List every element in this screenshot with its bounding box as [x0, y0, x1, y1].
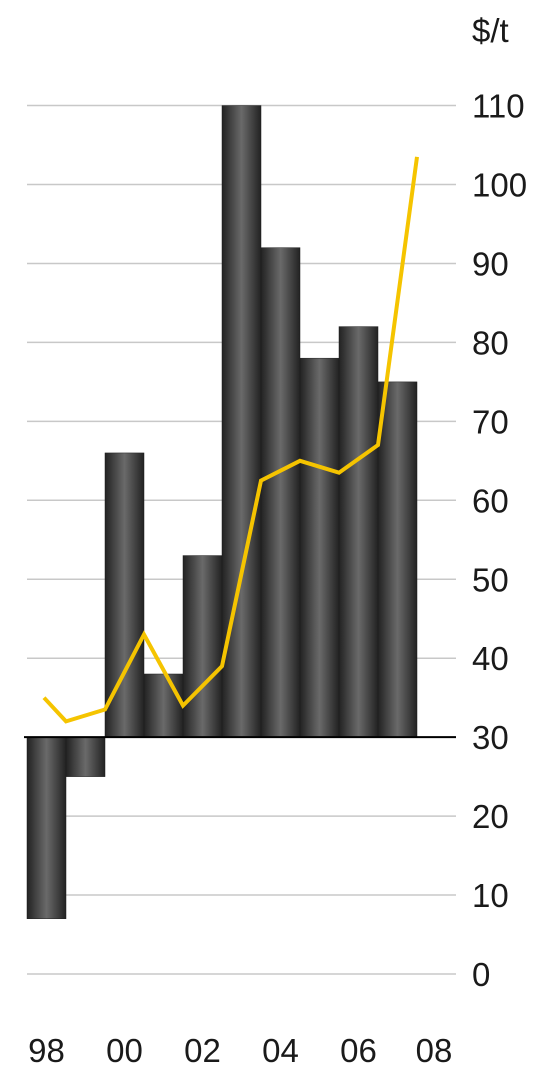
line-series — [42, 156, 419, 724]
y-tick-label: 90 — [472, 245, 509, 282]
y-tick-label: 40 — [472, 640, 509, 677]
x-tick-label: 02 — [184, 1032, 221, 1069]
bar-2007 — [377, 381, 418, 738]
y-axis-unit-label: $/t — [472, 12, 509, 49]
x-tick-label: 06 — [340, 1032, 377, 1069]
y-tick-label: 0 — [472, 956, 490, 993]
bar-1998 — [26, 736, 67, 919]
x-tick-label: 98 — [28, 1032, 65, 1069]
y-axis-tick-labels: 0 10 20 30 40 50 60 70 80 90 100 110 — [472, 88, 527, 993]
y-tick-label: 70 — [472, 403, 509, 440]
y-tick-label: 20 — [472, 798, 509, 835]
x-tick-label: 00 — [106, 1032, 143, 1069]
price-line — [42, 156, 419, 724]
bar-2002 — [182, 555, 223, 738]
y-tick-label: 10 — [472, 877, 509, 914]
bar-2001 — [143, 673, 184, 738]
bar-2005 — [299, 357, 340, 738]
bar-series — [26, 105, 418, 919]
y-tick-label: 100 — [472, 167, 527, 204]
y-tick-label: 30 — [472, 719, 509, 756]
x-tick-label: 04 — [262, 1032, 299, 1069]
y-tick-label: 110 — [472, 88, 525, 125]
x-axis-tick-labels: 98 00 02 04 06 08 — [28, 1032, 452, 1069]
bar-1999 — [65, 736, 106, 777]
bar-2006 — [338, 326, 379, 738]
bar-2004 — [260, 247, 301, 738]
y-tick-label: 80 — [472, 324, 509, 361]
x-tick-label: 08 — [416, 1032, 453, 1069]
bar-2000 — [104, 452, 145, 738]
y-tick-label: 50 — [472, 561, 509, 598]
y-tick-label: 60 — [472, 482, 509, 519]
